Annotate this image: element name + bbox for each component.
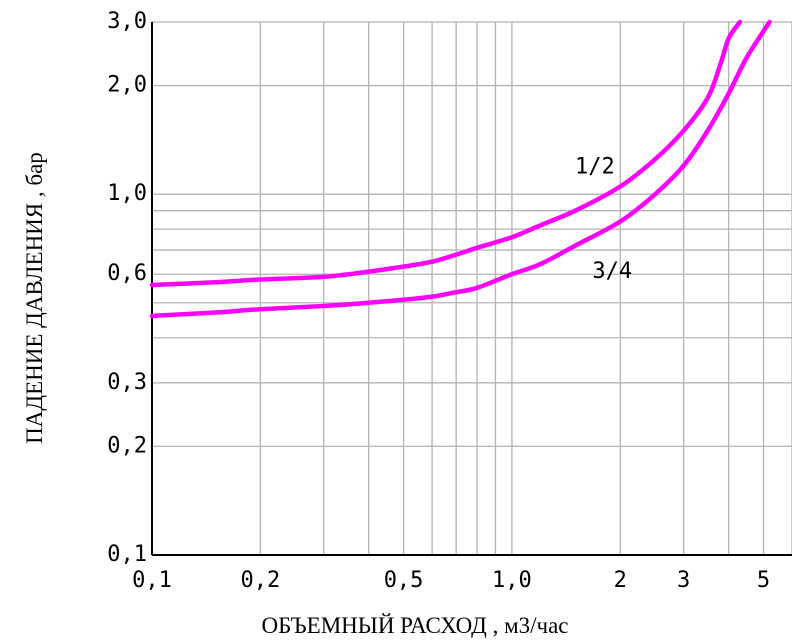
y-axis-label: ПАДЕНИЕ ДАВЛЕНИЯ , бар xyxy=(22,152,47,444)
y-tick-label: 0,2 xyxy=(107,433,147,458)
x-tick-label: 1,0 xyxy=(492,568,532,593)
x-tick-label: 3 xyxy=(677,568,690,593)
x-axis-label: ОБЪЕМНЫЙ РАСХОД , м3/час xyxy=(261,613,568,638)
y-tick-label: 1,0 xyxy=(107,181,147,206)
tick-labels: 0,1 0,2 0,5 1,0 2 3 5 0,1 0,2 0,3 0,6 1,0 2,0 3,0 xyxy=(107,9,770,593)
series-line xyxy=(149,19,743,288)
y-tick-label: 0,6 xyxy=(107,261,147,286)
grid xyxy=(151,21,792,556)
series-lines xyxy=(149,19,772,319)
y-tick-label: 0,3 xyxy=(107,370,147,395)
series-labels: 1/2 3/4 xyxy=(575,155,632,285)
x-tick-label: 0,5 xyxy=(384,568,424,593)
x-tick-label: 5 xyxy=(757,568,770,593)
series-label: 3/4 xyxy=(592,259,632,284)
axes xyxy=(151,22,792,556)
series-label: 1/2 xyxy=(575,155,615,180)
y-tick-label: 0,1 xyxy=(107,542,147,567)
series-line xyxy=(149,19,772,319)
y-tick-label: 3,0 xyxy=(107,9,147,34)
x-tick-label: 0,2 xyxy=(240,568,280,593)
x-tick-label: 0,1 xyxy=(132,568,172,593)
x-tick-label: 2 xyxy=(614,568,627,593)
y-tick-label: 2,0 xyxy=(107,73,147,98)
